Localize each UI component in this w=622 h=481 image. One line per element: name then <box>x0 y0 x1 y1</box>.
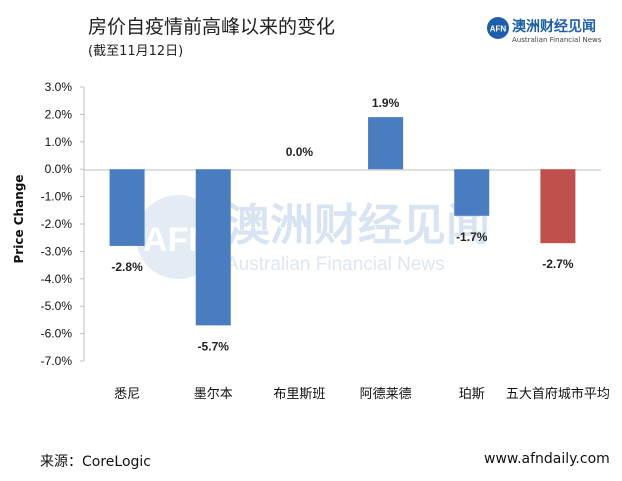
category-label: 布里斯班 <box>273 387 325 402</box>
y-tick-label: -3.0% <box>41 244 73 258</box>
watermark-cn: 澳洲财经见闻 <box>226 200 490 251</box>
data-label: 1.9% <box>372 96 400 110</box>
data-label: -2.7% <box>542 257 574 271</box>
afn-logo: AFN 澳洲财经见闻 Australian Financial News <box>486 16 616 50</box>
data-label: 0.0% <box>286 145 314 159</box>
chart-title: 房价自疫情前高峰以来的变化 <box>88 16 336 38</box>
category-label: 墨尔本 <box>194 387 233 402</box>
bars <box>109 117 576 326</box>
y-tick-label: 2.0% <box>45 107 73 121</box>
category-label: 悉尼 <box>114 387 140 402</box>
data-label: -5.7% <box>198 339 230 353</box>
bar <box>540 169 576 244</box>
data-labels: -2.8% -5.7% 0.0% 1.9% -1.7% -2.7% <box>111 96 574 353</box>
bar <box>454 169 490 216</box>
y-axis-ticks: 3.0% 2.0% 1.0% 0.0% -1.0% -2.0% -3.0% -4.0% -5.0… <box>41 80 84 368</box>
y-tick-label: 0.0% <box>45 162 73 176</box>
y-tick-label: -1.0% <box>41 190 73 204</box>
y-tick-label: -7.0% <box>41 354 73 368</box>
category-label: 五大首府城市平均 <box>506 386 610 402</box>
bar <box>368 117 404 170</box>
bar <box>109 169 145 246</box>
category-label: 珀斯 <box>459 387 485 402</box>
watermark: AFN 澳洲财经见闻 Australian Financial News <box>136 195 490 279</box>
category-label: 阿德莱德 <box>360 387 412 402</box>
logo-mark-text: AFN <box>490 25 507 34</box>
y-tick-label: 1.0% <box>45 135 73 149</box>
chart-subtitle: (截至11月12日) <box>88 44 184 59</box>
y-tick-label: -4.0% <box>41 272 73 286</box>
source-note: 来源：CoreLogic <box>40 454 151 470</box>
bar <box>195 169 231 326</box>
afn-logo-icon: AFN <box>487 17 509 39</box>
data-label: -1.7% <box>456 230 488 244</box>
logo-name-cn: 澳洲财经见闻 <box>512 19 596 35</box>
y-tick-label: -2.0% <box>41 217 73 231</box>
y-tick-label: 3.0% <box>45 80 73 94</box>
data-label: -2.8% <box>111 260 143 274</box>
watermark-en: Australian Financial News <box>226 254 445 275</box>
y-axis-label: Price Change <box>12 174 26 264</box>
y-tick-label: -6.0% <box>41 327 73 341</box>
logo-name-en: Australian Financial News <box>512 36 602 44</box>
y-tick-label: -5.0% <box>41 299 73 313</box>
website-url: www.afndaily.com <box>484 451 610 467</box>
category-labels: 悉尼 墨尔本 布里斯班 阿德莱德 珀斯 五大首府城市平均 <box>114 386 610 402</box>
